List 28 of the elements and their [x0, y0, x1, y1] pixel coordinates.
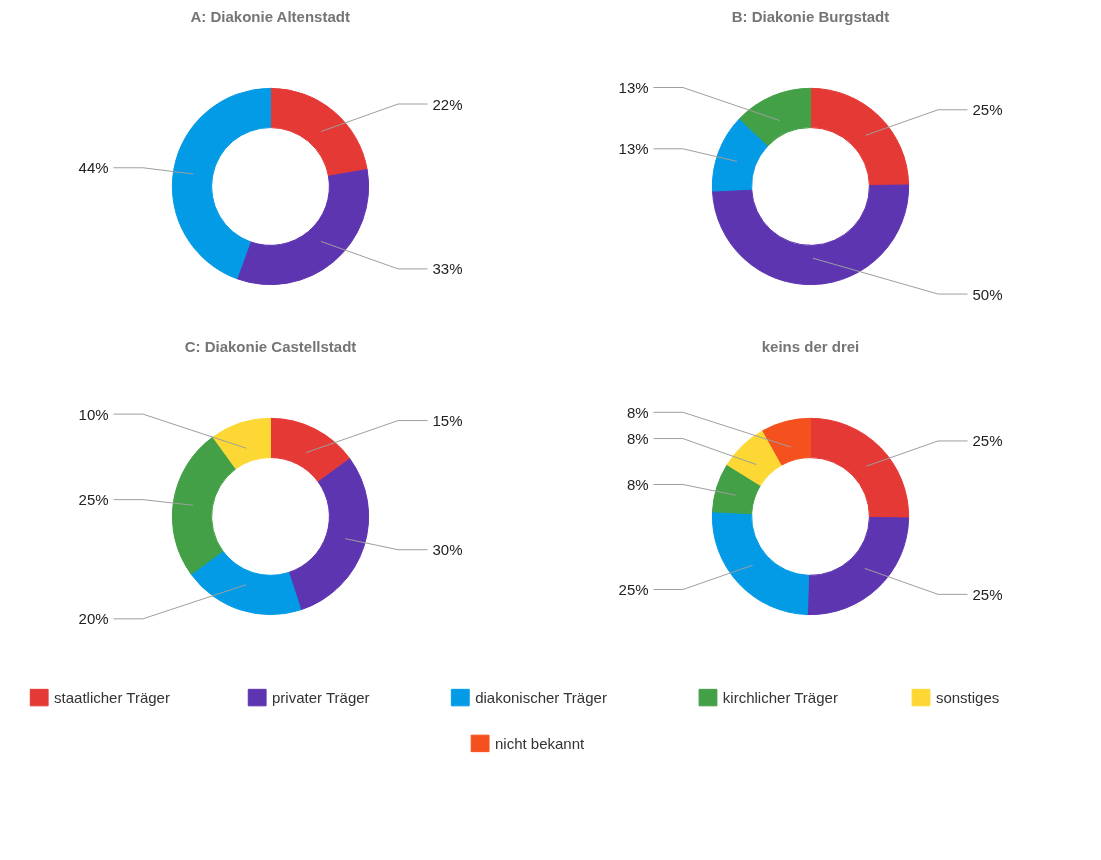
data-label: 50%	[972, 285, 1003, 303]
legend-label: diakonischer Träger	[475, 689, 607, 707]
data-label: 10%	[78, 405, 109, 423]
data-label: 25%	[972, 432, 1003, 450]
data-label: 20%	[78, 610, 109, 628]
data-label: 25%	[618, 581, 649, 598]
legend-label: privater Träger	[272, 689, 370, 707]
chart-title: A: Diakonie Altenstadt	[190, 7, 350, 25]
data-label: 8%	[626, 403, 649, 421]
data-label: 13%	[618, 140, 649, 158]
data-label: 25%	[972, 101, 1003, 119]
legend-label: nicht bekannt	[494, 734, 586, 752]
data-label: 8%	[626, 430, 649, 448]
data-label: 44%	[78, 159, 109, 177]
data-label: 15%	[432, 412, 463, 430]
legend-label: kirchlicher Träger	[722, 689, 838, 707]
data-label: 25%	[972, 585, 1003, 603]
chart-title: keins der drei	[761, 337, 860, 355]
chart-title: B: Diakonie Burgstadt	[731, 7, 890, 25]
data-label: 22%	[432, 95, 463, 113]
data-label: 13%	[618, 79, 649, 97]
data-label: 25%	[78, 491, 109, 509]
data-label: 8%	[626, 476, 649, 494]
chart-title: C: Diakonie Castellstadt	[184, 337, 357, 355]
data-label: 33%	[432, 260, 463, 278]
data-label: 30%	[432, 541, 463, 559]
legend-label: sonstiges	[935, 689, 1000, 707]
legend-label: staatlicher Träger	[54, 689, 170, 707]
